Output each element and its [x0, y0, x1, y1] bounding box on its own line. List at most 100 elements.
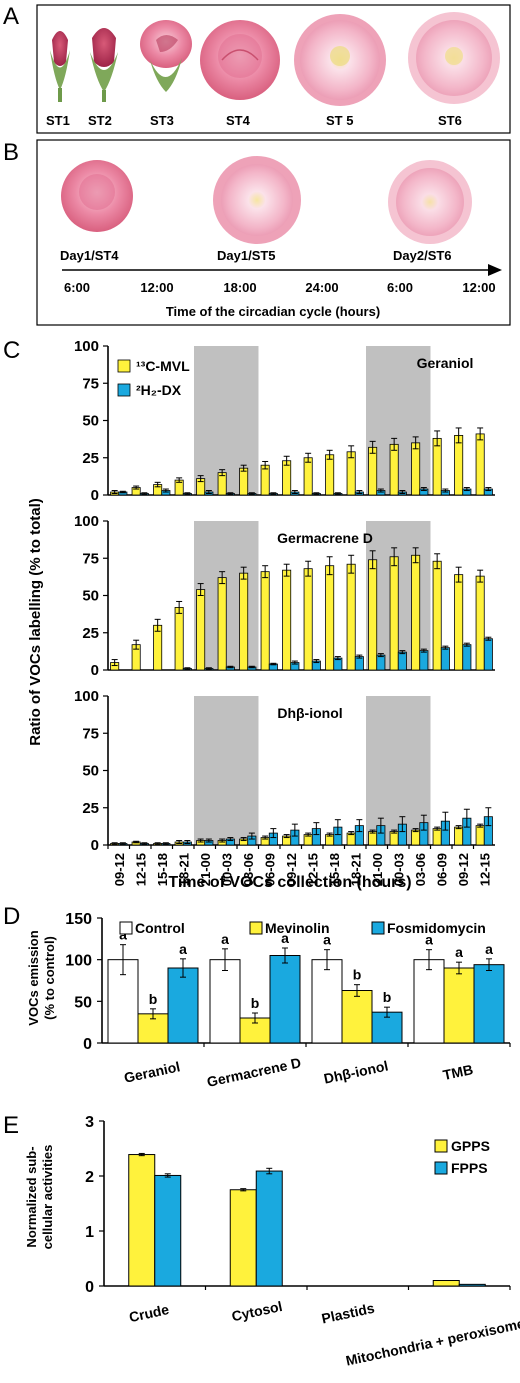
panel-letter-a: A: [3, 3, 19, 30]
flower-st6-image: [408, 12, 500, 104]
bar: [454, 434, 464, 496]
bar: [354, 656, 364, 671]
bar: [368, 559, 378, 671]
bar: [303, 568, 313, 671]
y-tick-label: 1: [85, 1224, 94, 1241]
significance-letter: a: [281, 930, 289, 946]
bar: [282, 569, 292, 671]
x-tick-label: Dhβ-ionol: [322, 1057, 389, 1086]
y-tick-label: 0: [85, 1279, 94, 1296]
bar: [475, 433, 485, 496]
flower-images-a: [50, 12, 500, 106]
legend-swatch: [119, 921, 133, 935]
time-tick-label: 6:00: [64, 280, 90, 295]
y-tick-label: 0: [91, 662, 99, 679]
panel-c-xlabel: Time of VOCs collection (hours): [168, 874, 411, 891]
x-tick-label: Plastids: [320, 1300, 376, 1327]
legend-swatch: [117, 359, 131, 373]
x-tick-label: Cytosol: [230, 1298, 284, 1324]
x-tick-label: 18-21: [176, 853, 191, 886]
x-tick-label: Geraniol: [123, 1058, 182, 1085]
bar: [475, 575, 485, 671]
bar: [389, 443, 399, 496]
x-tick-label: 21-00: [370, 853, 385, 886]
y-tick-label: 0: [91, 487, 99, 504]
bar: [475, 825, 485, 846]
bar: [260, 464, 270, 496]
x-tick-label: 03-06: [241, 853, 256, 886]
time-tick-label: 24:00: [305, 280, 338, 295]
significance-letter: a: [179, 941, 187, 957]
stage-label: ST4: [226, 113, 251, 128]
significance-letter: b: [251, 995, 260, 1011]
y-tick-label: 100: [65, 953, 92, 970]
bar: [303, 457, 313, 496]
x-tick-label: 09-12: [456, 853, 471, 886]
chart-title: Dhβ-ionol: [277, 705, 342, 721]
panel-b-frame: [36, 139, 511, 326]
significance-letter: a: [221, 931, 229, 947]
panel-letter-c: C: [3, 337, 20, 364]
bar: [462, 644, 472, 671]
bar: [209, 959, 241, 1044]
bar: [440, 647, 450, 671]
bar: [239, 467, 249, 496]
bar: [432, 1280, 460, 1287]
y-tick-label: 0: [83, 1036, 92, 1053]
bar: [368, 831, 378, 846]
bar: [432, 437, 442, 496]
panel-d-chart: 0 50 100 150 a b a Geraniol a b a Germacrene D a b b Dh…: [65, 911, 511, 1090]
chart-title: Germacrene D: [277, 530, 373, 546]
y-tick-label: 100: [74, 513, 99, 530]
flower-day-label: Day2/ST6: [393, 248, 452, 263]
bar: [389, 831, 399, 846]
panel-a-frame: [36, 4, 511, 134]
stage-labels: ST1 ST2 ST3 ST4 ST 5 ST6: [46, 113, 462, 128]
bar: [411, 554, 421, 671]
bar: [473, 964, 505, 1044]
y-tick-label: 2: [85, 1169, 94, 1186]
time-tick-label: 12:00: [462, 280, 495, 295]
panel-c-charts: 0 25 50 75 100 Geraniol ¹³C-MVL ²H₂-DX 0 25 50 75 10…: [74, 338, 495, 886]
panel-letter-e: E: [3, 1112, 19, 1139]
legend-label: FPPS: [451, 1160, 488, 1176]
flower-st5-image: [294, 14, 386, 106]
chart-title: Geraniol: [417, 355, 474, 371]
x-tick-label: TMB: [441, 1061, 474, 1083]
significance-letter: a: [455, 944, 463, 960]
flower-day1-st4-image: [61, 160, 133, 232]
bar: [432, 828, 442, 846]
bar: [346, 563, 356, 671]
flower-day1-st5-image: [213, 156, 301, 244]
significance-letter: b: [149, 991, 158, 1007]
panel-d-ylabel-line2: (% to control): [42, 936, 57, 1020]
legend-swatch: [434, 1161, 448, 1175]
bar: [325, 565, 335, 671]
y-tick-label: 25: [82, 800, 99, 817]
y-tick-label: 50: [74, 994, 92, 1011]
bar: [419, 650, 429, 671]
y-tick-label: 150: [65, 911, 92, 928]
bar: [174, 607, 184, 671]
bar: [411, 442, 421, 496]
bar: [167, 967, 199, 1044]
bar: [397, 651, 407, 671]
panel-c-ylabel: Ratio of VOCs labelling (% to total): [27, 498, 44, 746]
y-tick-label: 75: [82, 725, 99, 742]
x-tick-label: 03-06: [413, 853, 428, 886]
x-tick-label: 09-12: [284, 853, 299, 886]
bar: [269, 955, 301, 1044]
legend-swatch: [117, 383, 131, 397]
x-tick-label: 18-21: [348, 853, 363, 886]
bar: [154, 1174, 182, 1287]
flower-day-label: Day1/ST5: [217, 248, 276, 263]
time-axis-title: Time of the circadian cycle (hours): [166, 304, 380, 319]
bar: [282, 460, 292, 496]
x-tick-label: 15-18: [327, 853, 342, 886]
bar: [341, 990, 373, 1044]
stage-label: ST2: [88, 113, 112, 128]
bar: [443, 967, 475, 1044]
flower-day-label: Day1/ST4: [60, 248, 119, 263]
